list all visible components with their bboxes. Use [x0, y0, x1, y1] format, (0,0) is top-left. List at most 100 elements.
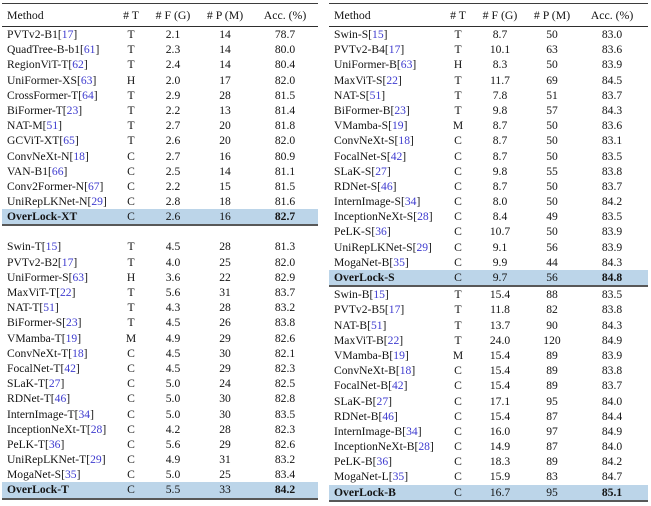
params-cell: 89 — [546, 348, 558, 362]
accuracy-cell: 81.5 — [274, 179, 296, 193]
citation-link[interactable]: 67 — [87, 179, 100, 193]
accuracy-cell: 83.5 — [601, 210, 623, 224]
flops-cell: 9.7 — [492, 271, 508, 284]
citation-link[interactable]: 19 — [393, 348, 405, 362]
method-cell: FocalNet-T[42] — [7, 361, 80, 375]
citation-link[interactable]: 35 — [392, 470, 405, 484]
citation-link[interactable]: 34 — [406, 424, 418, 438]
citation-link[interactable]: 29 — [416, 240, 429, 254]
citation-link[interactable]: 42 — [391, 379, 404, 393]
method-cell: UniFormer-S[63] — [7, 270, 88, 284]
citation-link[interactable]: 29 — [90, 453, 102, 467]
accuracy-cell: 83.7 — [601, 88, 623, 102]
accuracy-cell: 82.5 — [274, 377, 296, 391]
table-row: NAT-S[51] T 7.8 51 83.7 — [329, 88, 648, 103]
citation-link[interactable]: 29 — [91, 195, 103, 209]
citation-link[interactable]: 22 — [59, 286, 72, 299]
citation-link[interactable]: 65 — [63, 134, 75, 148]
citation-link[interactable]: 27 — [375, 164, 387, 178]
citation-link[interactable]: 63 — [400, 58, 413, 72]
params-cell: 30 — [219, 392, 231, 406]
citation-link[interactable]: 27 — [376, 394, 389, 408]
citation-link[interactable]: 17 — [388, 303, 401, 317]
citation-link[interactable]: 17 — [388, 43, 401, 57]
citation-link[interactable]: 28 — [90, 422, 103, 436]
citation-link[interactable]: 63 — [80, 73, 93, 87]
flops-cell: 14.9 — [489, 440, 511, 454]
citation-link[interactable]: 42 — [390, 149, 403, 163]
citation-link[interactable]: 35 — [64, 468, 77, 482]
citation-link[interactable]: 22 — [386, 73, 398, 87]
citation-link[interactable]: 51 — [46, 119, 59, 133]
citation-link[interactable]: 35 — [393, 255, 405, 269]
flops-cell: 10.1 — [489, 43, 511, 57]
params-cell: 31 — [219, 453, 231, 467]
accuracy-cell: 82.8 — [274, 392, 296, 406]
citation-link[interactable]: 18 — [73, 149, 85, 163]
col-header-flops: # F (G) — [482, 8, 518, 22]
type-cell: C — [454, 424, 462, 438]
type-cell: C — [454, 225, 462, 239]
citation-link[interactable]: 51 — [370, 318, 383, 332]
citation-link[interactable]: 63 — [72, 270, 85, 284]
citation-link[interactable]: 66 — [51, 164, 64, 178]
citation-link[interactable]: 34 — [78, 407, 91, 421]
citation-link[interactable]: 18 — [398, 134, 411, 148]
citation-link[interactable]: 36 — [375, 225, 387, 239]
citation-link[interactable]: 22 — [387, 333, 400, 347]
citation-link[interactable]: 46 — [54, 392, 67, 406]
flops-cell: 5.5 — [165, 483, 181, 497]
table-row: UniRepLKNet-N[29] C 2.8 18 81.6 — [2, 194, 318, 209]
table-row: UniRepLKNet-S[29] C 9.1 56 83.9 — [329, 240, 648, 255]
citation-link[interactable]: 62 — [72, 58, 84, 72]
citation-link[interactable]: 36 — [376, 455, 389, 469]
citation-link[interactable]: 23 — [66, 316, 78, 330]
section-bottom-rule — [329, 285, 648, 288]
citation-link[interactable]: 18 — [72, 346, 84, 360]
method-cell: NAT-B[51] — [334, 318, 387, 332]
citation-link[interactable]: 15 — [372, 28, 384, 41]
citation-link[interactable]: 64 — [82, 88, 94, 102]
flops-cell: 5.0 — [165, 392, 181, 406]
citation-link[interactable]: 15 — [373, 288, 385, 302]
citation-link[interactable]: 19 — [65, 331, 78, 345]
citation-link[interactable]: 23 — [66, 103, 79, 117]
type-cell: H — [126, 73, 136, 87]
citation-link[interactable]: 17 — [61, 28, 74, 41]
accuracy-cell: 80.0 — [274, 43, 296, 57]
citation-link[interactable]: 61 — [83, 43, 96, 57]
params-cell: 25 — [219, 255, 231, 269]
method-cell: FocalNet-B[42] — [334, 379, 408, 393]
citation-link[interactable]: 23 — [394, 103, 406, 117]
accuracy-cell: 80.4 — [274, 58, 296, 72]
citation-link[interactable]: 15 — [45, 240, 58, 254]
citation-link[interactable]: 46 — [382, 409, 394, 423]
type-cell: C — [454, 409, 462, 423]
citation-link[interactable]: 51 — [43, 301, 55, 315]
citation-link[interactable]: 46 — [381, 179, 393, 193]
table-row: NAT-B[51] T 13.7 90 84.3 — [329, 318, 648, 333]
table-row-highlighted: OverLock-S C 9.7 56 84.8 — [329, 270, 648, 286]
table-row: InternImage-S[34] C 8.0 50 84.2 — [329, 194, 648, 209]
citation-link[interactable]: 28 — [417, 210, 429, 224]
citation-link[interactable]: 51 — [369, 88, 382, 102]
type-cell: T — [454, 288, 462, 302]
citation-link[interactable]: 18 — [399, 364, 412, 378]
citation-link[interactable]: 27 — [48, 377, 61, 391]
flops-cell: 10.7 — [489, 225, 511, 239]
citation-link[interactable]: 17 — [61, 255, 74, 269]
method-cell: UniFormer-XS[63] — [7, 73, 97, 87]
type-cell: T — [127, 286, 135, 299]
citation-link[interactable]: 42 — [64, 361, 76, 375]
type-cell: C — [127, 164, 135, 178]
citation-link[interactable]: 34 — [404, 195, 417, 209]
citation-link[interactable]: 36 — [48, 437, 61, 451]
params-cell: 50 — [546, 134, 558, 148]
table-row: PVTv2-B2[17] T 4.0 25 82.0 — [2, 255, 318, 270]
table-row: MogaNet-L[35] C 15.9 83 84.7 — [329, 469, 648, 484]
citation-link[interactable]: 19 — [391, 119, 404, 133]
citation-link[interactable]: 28 — [418, 440, 430, 454]
type-cell: T — [127, 134, 135, 148]
method-cell: InceptionNeXt-T[28] — [7, 422, 107, 436]
type-cell: C — [454, 255, 462, 269]
